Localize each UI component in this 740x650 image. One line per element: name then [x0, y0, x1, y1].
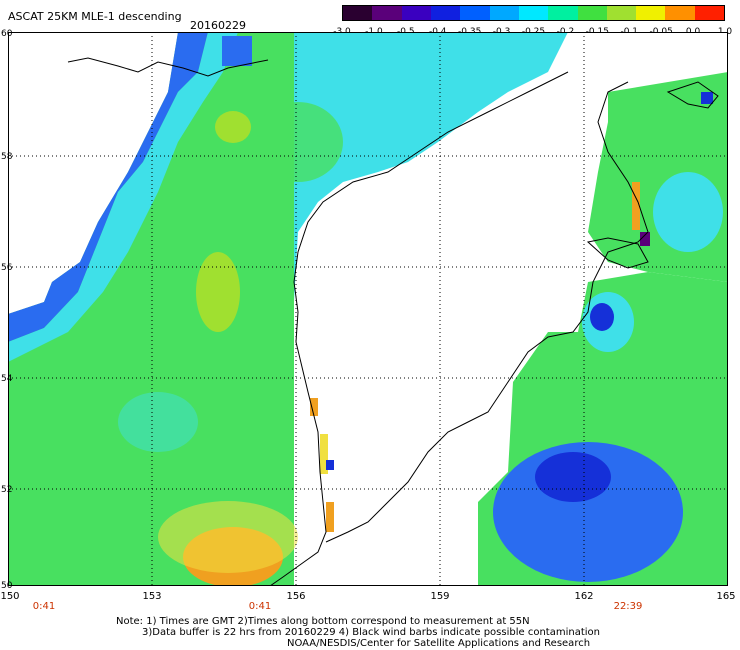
colorbar-segment — [694, 6, 725, 20]
note-line-1: Note: 1) Times are GMT 2)Times along bot… — [116, 616, 530, 627]
coast-strip-orange-2 — [326, 502, 334, 532]
pass-time-2: 0:41 — [248, 601, 272, 612]
lat-label-56: 56 — [1, 263, 13, 273]
upper-swath — [248, 32, 568, 302]
right-blue-spot — [590, 303, 614, 331]
note-line-3: NOAA/NESDIS/Center for Satellite Applica… — [287, 638, 591, 649]
left-swath-cyan-band — [8, 32, 238, 362]
colorbar-segment — [577, 6, 607, 20]
map-frame — [8, 32, 728, 586]
lon-label-162: 162 — [574, 591, 594, 602]
left-swath-green — [8, 32, 294, 586]
chart-title: ASCAT 25KM MLE-1 descending — [8, 10, 182, 23]
right-darkblue-core — [535, 452, 611, 502]
lon-label-150: 150 — [0, 591, 20, 602]
lat-label-52: 52 — [1, 485, 13, 495]
colorbar-segment — [430, 6, 461, 20]
date-label: 20160229 — [190, 19, 246, 32]
kamchatka-east-coast — [325, 81, 649, 543]
lat-label-50: 50 — [1, 581, 13, 591]
pass-time-1: 0:41 — [32, 601, 56, 612]
lat-label-58: 58 — [1, 152, 13, 162]
yellow-patch-3 — [158, 501, 298, 573]
colorbar-segment — [606, 6, 637, 20]
grid-layer — [8, 32, 728, 586]
right-top-cyan — [653, 172, 723, 252]
upper-green-patch — [253, 102, 343, 182]
colorbar-segment — [548, 6, 578, 20]
colorbar-segment — [372, 6, 402, 20]
colorbar-segment — [518, 6, 549, 20]
karaginsky-island — [666, 81, 719, 109]
coast-strip-blue — [326, 460, 334, 470]
coast-strip-orange — [310, 398, 318, 416]
colorbar-segment — [489, 6, 519, 20]
colorbar-segment — [665, 6, 695, 20]
upper-blue-square — [222, 36, 252, 66]
lon-label-153: 153 — [142, 591, 162, 602]
pass-time-3: 22:39 — [613, 601, 643, 612]
coast-strip-yellow — [320, 434, 328, 474]
note-line-2: 3)Data buffer is 22 hrs from 20160229 4)… — [142, 627, 600, 638]
yellow-patch-2 — [215, 111, 251, 143]
left-swath-blue-edge — [8, 32, 208, 342]
lon-label-159: 159 — [430, 591, 450, 602]
lat-label-54: 54 — [1, 374, 13, 384]
colorbar — [342, 5, 725, 21]
cyan-patch-mid — [118, 392, 198, 452]
north-coast-islands — [67, 57, 269, 77]
colorbar-segment — [636, 6, 666, 20]
purple-cell — [640, 232, 650, 246]
colorbar-segment — [343, 6, 373, 20]
orange-strip-right — [632, 182, 640, 230]
yellow-patch-1 — [196, 252, 240, 332]
colorbar-segment — [401, 6, 431, 20]
colorbar-segment — [460, 6, 490, 20]
lon-label-165: 165 — [716, 591, 736, 602]
lon-label-156: 156 — [286, 591, 306, 602]
wind-field-layer — [8, 32, 728, 586]
wind-map — [8, 32, 728, 586]
right-top-blue — [701, 92, 713, 104]
bering-island — [586, 237, 649, 269]
lat-label-60: 60 — [1, 29, 13, 39]
